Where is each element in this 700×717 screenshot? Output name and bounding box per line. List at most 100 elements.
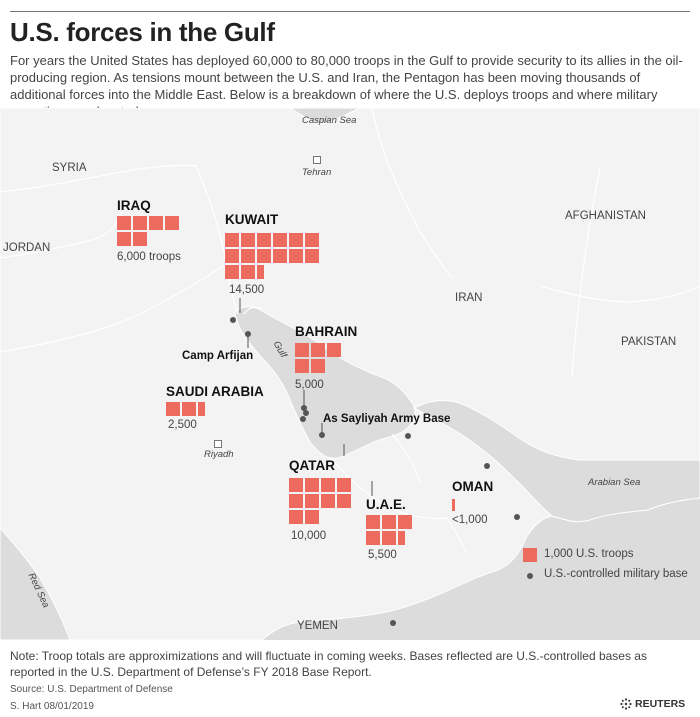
bahrain-troop-square xyxy=(311,359,325,373)
label-caspian-sea: Caspian Sea xyxy=(302,115,357,126)
oman-troop-sliver xyxy=(452,499,455,511)
uae-troops: 5,500 xyxy=(368,549,397,561)
iraq-name: IRAQ xyxy=(117,198,151,213)
label-pakistan: PAKISTAN xyxy=(621,336,677,348)
uae-troop-square xyxy=(382,531,396,545)
uae-troop-square xyxy=(366,515,380,529)
oman-name: OMAN xyxy=(452,479,494,494)
kuwait-troop-square xyxy=(273,249,287,263)
qatar-troop-square xyxy=(337,494,351,508)
bahrain-name: BAHRAIN xyxy=(295,324,358,339)
legend-troops-label: 1,000 U.S. troops xyxy=(544,548,634,560)
red-sea xyxy=(0,527,71,641)
saudi-troop-square xyxy=(182,402,196,416)
kuwait-troop-square xyxy=(225,233,239,247)
kuwait-troop-square xyxy=(289,233,303,247)
kuwait-troop-square xyxy=(305,249,319,263)
kuwait-troop-square xyxy=(241,265,255,279)
qatar-troop-square xyxy=(289,510,303,524)
tehran-marker xyxy=(313,156,321,164)
kuwait-troop-square xyxy=(257,249,271,263)
qatar-troop-square xyxy=(289,494,303,508)
kuwait-troop-square xyxy=(225,249,239,263)
base-dot-uae xyxy=(405,433,411,439)
base-dot-camp-arifjan xyxy=(245,331,251,337)
saudi-name: SAUDI ARABIA xyxy=(166,384,264,399)
label-syria: SYRIA xyxy=(52,162,87,174)
caspian-sea xyxy=(288,107,361,125)
iraq-troop-square xyxy=(133,232,147,246)
qatar-troop-square xyxy=(305,478,319,492)
base-dot-bahrain-3 xyxy=(300,416,306,422)
qatar-troops: 10,000 xyxy=(291,530,327,542)
base-dot-yemen-area xyxy=(390,620,396,626)
reuters-dots-icon xyxy=(620,698,632,710)
uae-troop-square xyxy=(382,515,396,529)
kuwait-troop-square xyxy=(257,233,271,247)
uae-troop-square-partial xyxy=(398,531,405,545)
bahrain-troop-square xyxy=(311,343,325,357)
kuwait-troop-square-partial xyxy=(257,265,264,279)
bahrain-troop-square xyxy=(295,359,309,373)
qatar-troop-square xyxy=(305,510,319,524)
bahrain-troop-square xyxy=(327,343,341,357)
riyadh-marker xyxy=(214,440,222,448)
qatar-troop-square xyxy=(321,494,335,508)
oman-troops: <1,000 xyxy=(452,514,488,526)
iraq-troop-square xyxy=(133,216,147,230)
kuwait-troop-square xyxy=(241,233,255,247)
saudi-troops: 2,500 xyxy=(168,419,197,431)
byline: S. Hart 08/01/2019 xyxy=(10,701,94,712)
label-tehran: Tehran xyxy=(302,167,332,178)
qatar-name: QATAR xyxy=(289,458,335,473)
iraq-troops: 6,000 troops xyxy=(117,251,181,263)
reuters-wordmark: REUTERS xyxy=(635,698,686,710)
iraq-troop-square xyxy=(149,216,163,230)
bahrain-troop-square xyxy=(295,343,309,357)
legend-troop-swatch xyxy=(523,548,537,562)
gulf-water xyxy=(234,306,416,459)
footnote: Note: Troop totals are approximizations … xyxy=(10,649,647,679)
base-dot-oman-2 xyxy=(514,514,520,520)
source-line: Source: U.S. Department of Defense xyxy=(10,684,173,695)
gulf-of-oman xyxy=(412,400,700,523)
saudi-troop-square xyxy=(166,402,180,416)
page-title: U.S. forces in the Gulf xyxy=(10,17,275,47)
legend-base-dot xyxy=(527,573,533,579)
base-dot-kuwait-1 xyxy=(230,317,236,323)
qatar-troop-square xyxy=(337,478,351,492)
qatar-troop-square xyxy=(289,478,303,492)
label-yemen: YEMEN xyxy=(297,620,338,632)
kuwait-troop-square xyxy=(289,249,303,263)
bahrain-troops: 5,000 xyxy=(295,379,324,391)
label-camp-arifjan: Camp Arfijan xyxy=(182,350,254,362)
uae-troop-square xyxy=(366,531,380,545)
base-dot-oman-1 xyxy=(484,463,490,469)
reuters-logo: REUTERS xyxy=(620,698,685,710)
legend-base-label: U.S.-controlled military base xyxy=(544,568,688,580)
uae-troop-square xyxy=(398,515,412,529)
iraq-troop-square xyxy=(117,216,131,230)
label-jordan: JORDAN xyxy=(3,242,51,254)
label-as-sayliyah: As Sayliyah Army Base xyxy=(323,413,451,425)
base-dots xyxy=(230,317,520,626)
label-arabian-sea: Arabian Sea xyxy=(588,477,641,488)
base-dot-bahrain-2 xyxy=(303,410,309,416)
label-afghanistan: AFGHANISTAN xyxy=(565,210,646,222)
kuwait-troops: 14,500 xyxy=(229,284,265,296)
iraq-troop-square xyxy=(165,216,179,230)
iraq-troop-square xyxy=(117,232,131,246)
label-iran: IRAN xyxy=(455,292,483,304)
gulf-map: SYRIA JORDAN AFGHANISTAN IRAN PAKISTAN Y… xyxy=(0,107,700,641)
base-overlay xyxy=(230,298,520,626)
base-dot-bahrain-1 xyxy=(301,405,307,411)
qatar-troop-square xyxy=(305,494,319,508)
kuwait-troop-square xyxy=(305,233,319,247)
kuwait-troop-square xyxy=(241,249,255,263)
map-base xyxy=(0,107,700,641)
kuwait-name: KUWAIT xyxy=(225,212,279,227)
uae-name: U.A.E. xyxy=(366,497,406,512)
saudi-troop-square-partial xyxy=(198,402,205,416)
kuwait-troop-square xyxy=(225,265,239,279)
label-riyadh: Riyadh xyxy=(204,449,234,460)
